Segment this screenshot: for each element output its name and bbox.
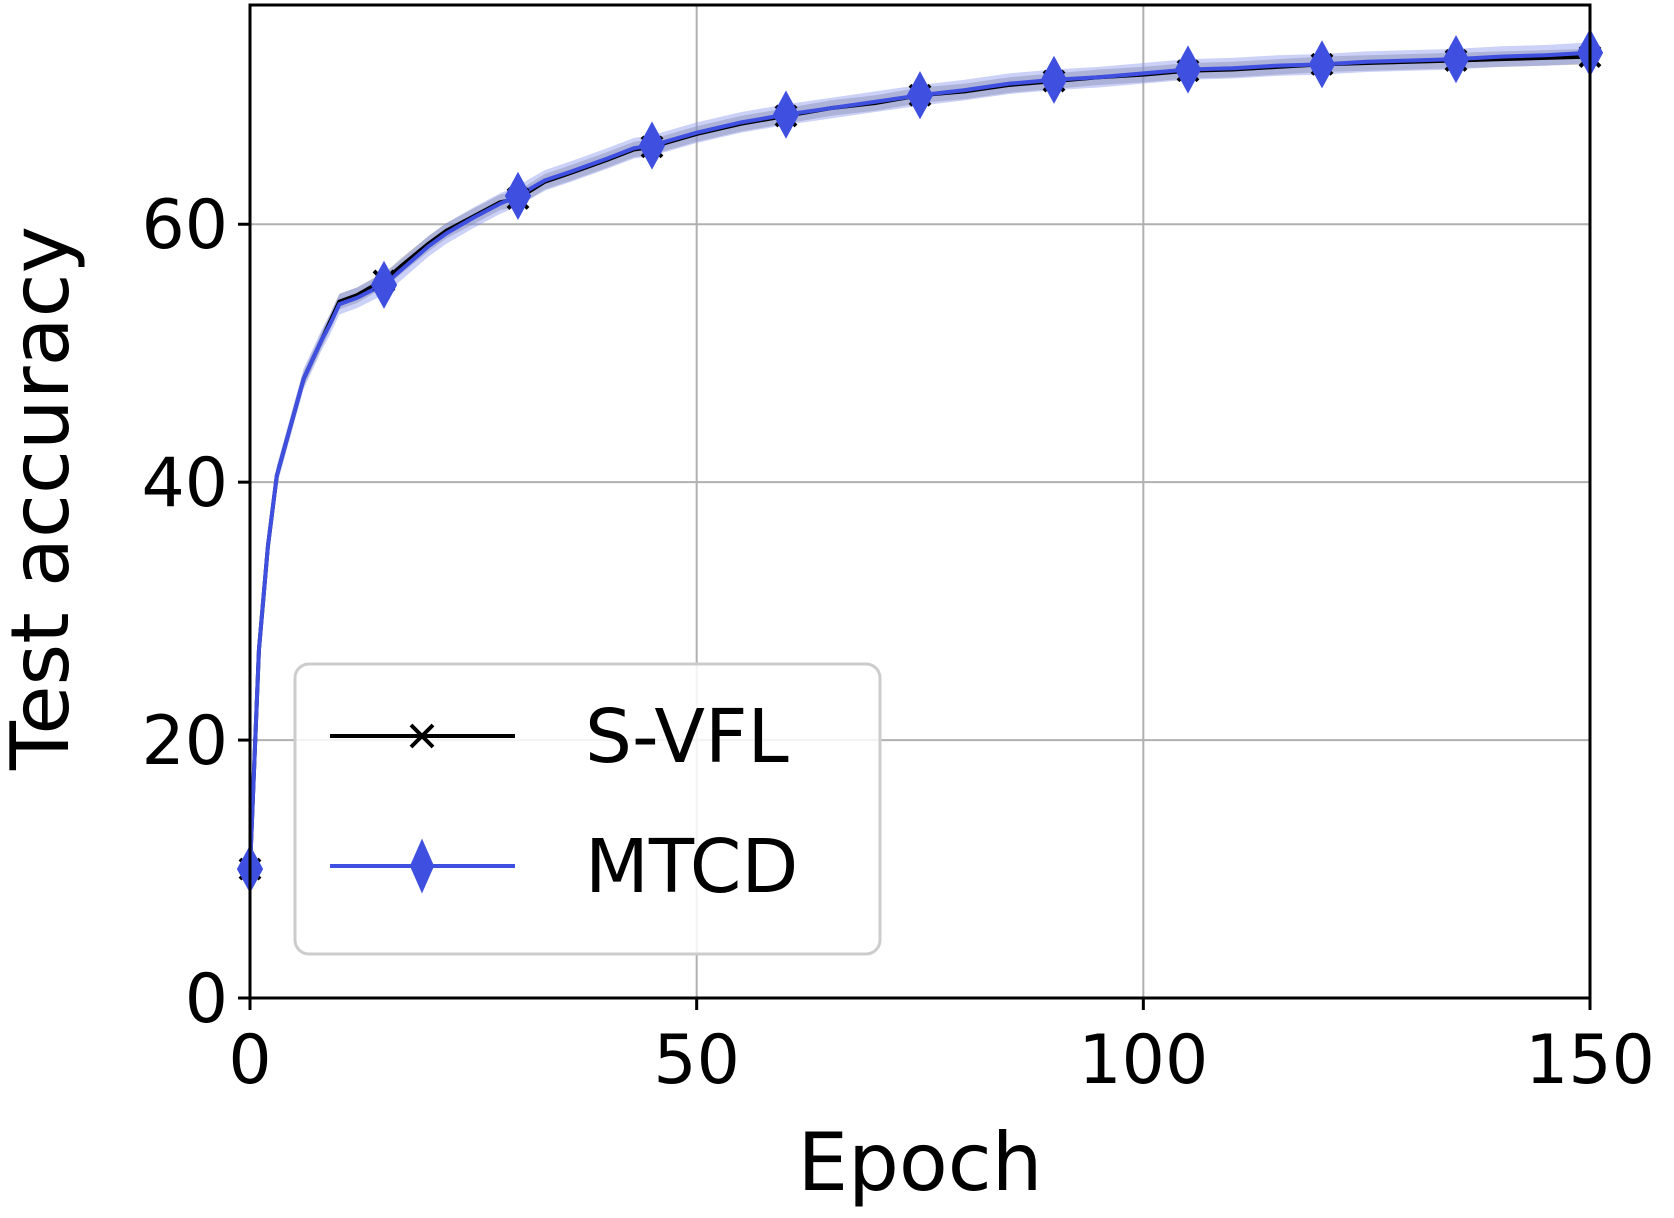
axis-ticks (238, 222, 1592, 1010)
legend-label-mtcd: MTCD (585, 824, 798, 910)
y-tick-label: 0 (185, 960, 228, 1039)
series-markers (236, 28, 1604, 894)
legend: S-VFL MTCD (293, 662, 882, 956)
x-tick-label: 50 (653, 1021, 740, 1100)
marker-mtcd (638, 121, 666, 170)
marker-mtcd (1040, 55, 1068, 104)
x-tick-label: 0 (228, 1021, 271, 1100)
marker-mtcd (370, 260, 398, 309)
legend-label-svfl: S-VFL (585, 694, 789, 780)
legend-marker-svfl (409, 723, 435, 749)
y-tick-label: 60 (141, 186, 228, 265)
marker-mtcd (772, 90, 800, 139)
x-tick-label: 150 (1525, 1021, 1655, 1100)
y-axis-label: Test accuracy (0, 226, 87, 771)
legend-entry-mtcd: MTCD (330, 824, 798, 910)
y-tick-label: 20 (141, 702, 228, 781)
marker-mtcd (906, 71, 934, 120)
y-tick-label: 40 (141, 444, 228, 523)
marker-mtcd (1308, 40, 1336, 89)
marker-mtcd (504, 171, 532, 220)
marker-mtcd (1442, 35, 1470, 84)
x-axis-label: Epoch (798, 1116, 1043, 1209)
series-lines (248, 50, 1591, 870)
marker-mtcd (1174, 45, 1202, 94)
plot-frame (248, 3, 1592, 1000)
legend-marker-mtcd (409, 838, 435, 894)
legend-entry-svfl: S-VFL (330, 694, 789, 780)
tick-labels: 0 50 100 150 0 20 40 60 (141, 186, 1654, 1100)
x-tick-label: 100 (1078, 1021, 1208, 1100)
line-mtcd (248, 50, 1591, 870)
